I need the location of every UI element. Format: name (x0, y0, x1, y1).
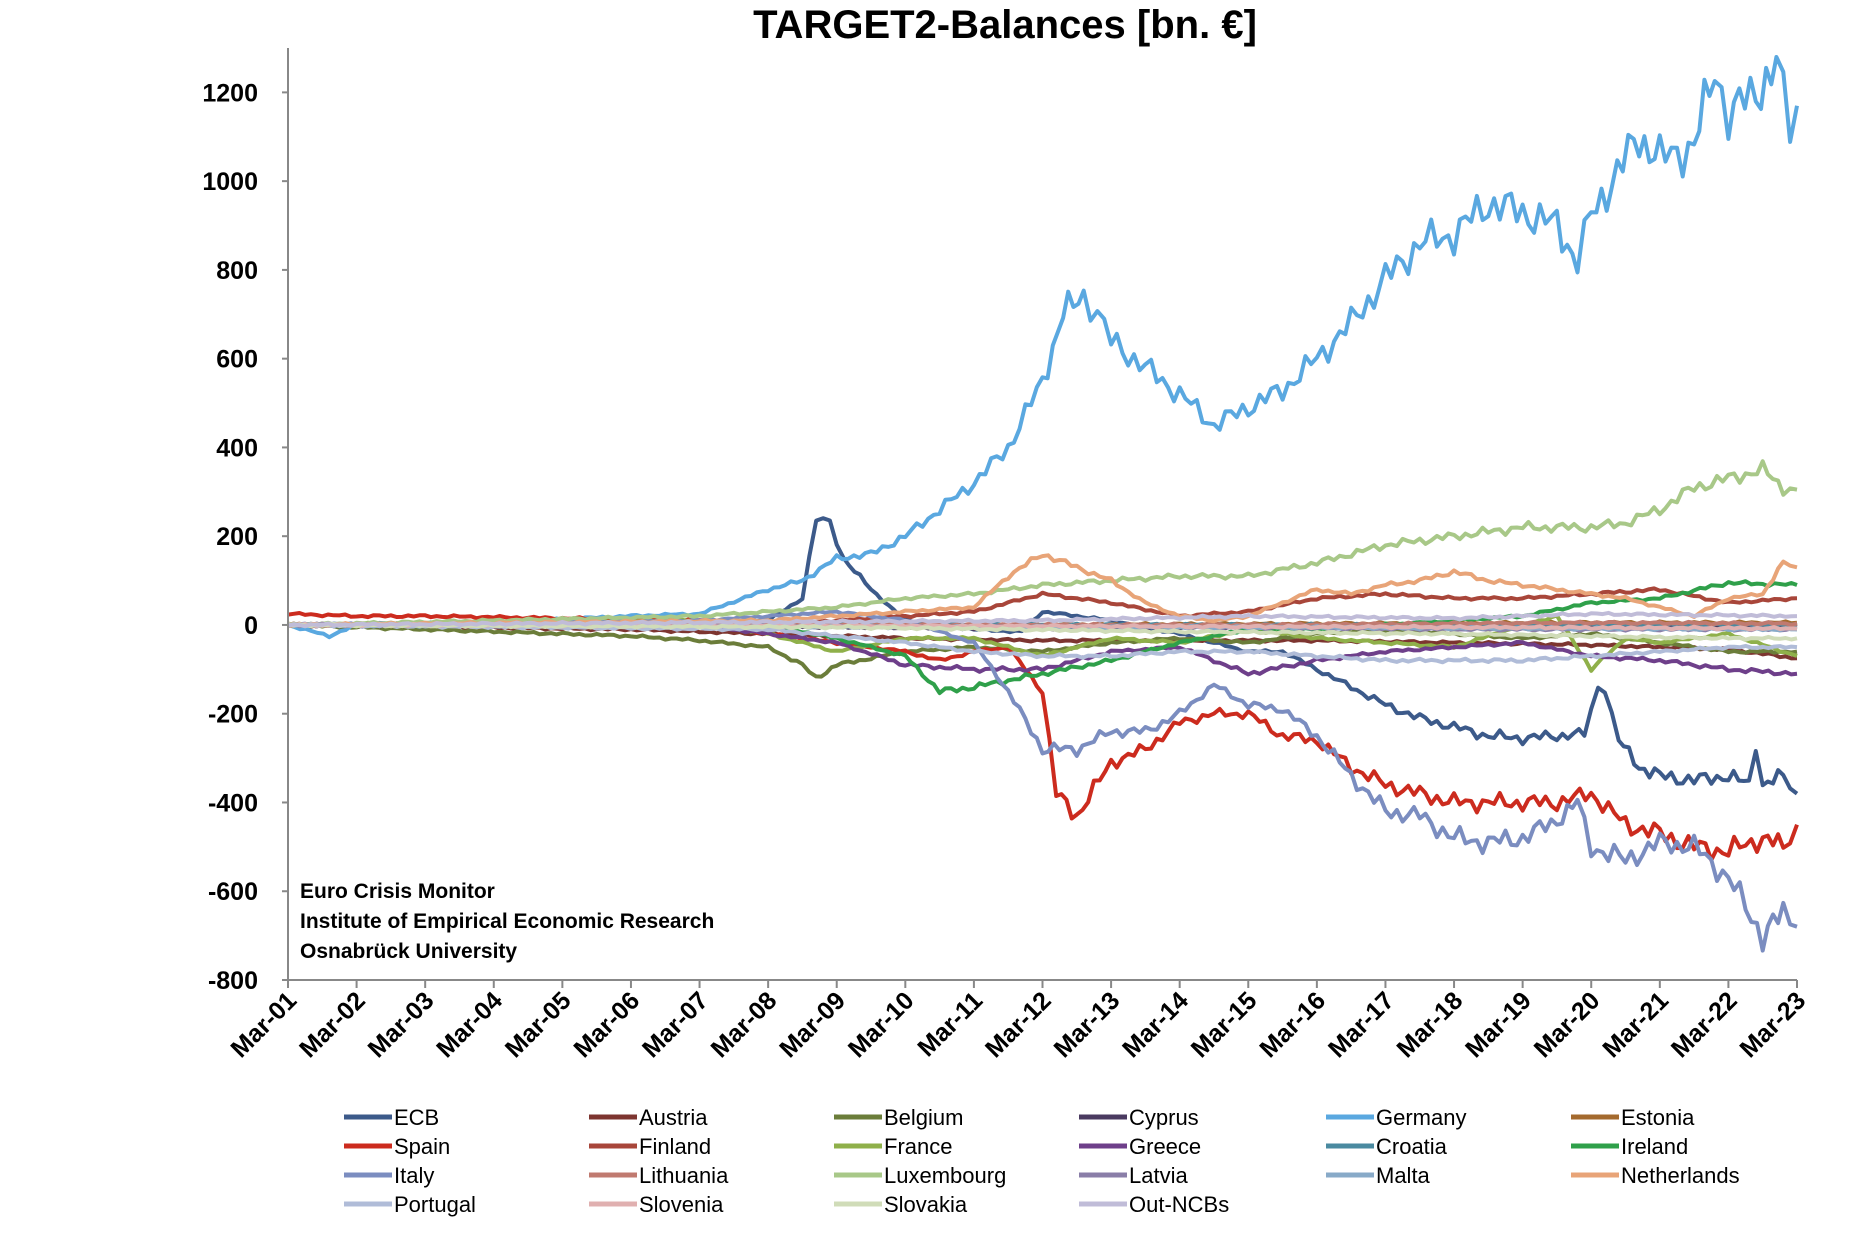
x-tick-label: Mar-06 (568, 986, 645, 1063)
x-tick-label: Mar-11 (912, 986, 988, 1062)
x-tick-label: Mar-03 (363, 986, 440, 1063)
legend-label: ECB (394, 1105, 439, 1130)
legend-label: Croatia (1376, 1134, 1448, 1159)
legend-item-france: France (834, 1134, 952, 1159)
legend-item-ireland: Ireland (1571, 1134, 1688, 1159)
series-layer (287, 55, 1799, 953)
legend-label: Slovenia (639, 1192, 724, 1217)
legend-label: Portugal (394, 1192, 476, 1217)
y-tick-labels: 1200 1000 800 600 400 200 0 -200 -400 -600 -800 (202, 79, 258, 995)
x-tick-label: Mar-19 (1460, 986, 1537, 1063)
series-line-luxembourg (287, 459, 1798, 628)
x-tick-label: Mar-22 (1666, 986, 1743, 1063)
x-tick-label: Mar-14 (1117, 986, 1194, 1063)
legend-item-ecb: ECB (344, 1105, 439, 1130)
legend-item-germany: Germany (1326, 1105, 1466, 1130)
legend-label: Italy (394, 1163, 434, 1188)
y-tick-label: -400 (208, 789, 258, 817)
x-tick-label: Mar-21 (1597, 986, 1674, 1063)
legend-item-netherlands: Netherlands (1571, 1163, 1740, 1188)
y-tick-label: 800 (216, 257, 258, 285)
legend-label: France (884, 1134, 952, 1159)
series-line-germany (287, 55, 1799, 640)
legend-item-lithuania: Lithuania (589, 1163, 729, 1188)
y-tick-label: 600 (216, 346, 258, 374)
x-tick-label: Mar-10 (843, 986, 920, 1063)
y-tick-label: 1200 (202, 79, 258, 107)
legend-label: Estonia (1621, 1105, 1695, 1130)
x-tick-label: Mar-12 (980, 986, 1057, 1063)
x-tick-label: Mar-23 (1734, 986, 1811, 1063)
legend-item-latvia: Latvia (1079, 1163, 1188, 1188)
legend-label: Netherlands (1621, 1163, 1740, 1188)
legend-item-belgium: Belgium (834, 1105, 963, 1130)
legend-label: Latvia (1129, 1163, 1188, 1188)
legend-item-out-ncbs: Out-NCBs (1079, 1192, 1229, 1217)
x-tick-label: Mar-09 (774, 986, 851, 1063)
legend-label: Slovakia (884, 1192, 968, 1217)
legend-item-austria: Austria (589, 1105, 708, 1130)
legend-label: Finland (639, 1134, 711, 1159)
legend-item-croatia: Croatia (1326, 1134, 1448, 1159)
legend-item-luxembourg: Luxembourg (834, 1163, 1006, 1188)
chart-title: TARGET2-Balances [bn. €] (753, 3, 1257, 47)
legend-label: Luxembourg (884, 1163, 1006, 1188)
x-tick-label: Mar-18 (1392, 986, 1469, 1063)
y-tick-label: -800 (208, 967, 258, 995)
x-tick-label: Mar-05 (500, 986, 577, 1063)
legend-label: Austria (639, 1105, 708, 1130)
legend-item-portugal: Portugal (344, 1192, 476, 1217)
x-tick-labels: Mar-01Mar-02Mar-03Mar-04Mar-05Mar-06Mar-… (225, 986, 1811, 1063)
legend-label: Lithuania (639, 1163, 729, 1188)
x-tick-label: Mar-20 (1529, 986, 1606, 1063)
legend-item-slovakia: Slovakia (834, 1192, 968, 1217)
x-tick-label: Mar-02 (294, 986, 371, 1063)
y-tick-label: 200 (216, 523, 258, 551)
y-tick-label: -600 (208, 878, 258, 906)
legend-label: Malta (1376, 1163, 1431, 1188)
legend: ECB Austria Belgium Cyprus Germany Estonia Spa… (344, 1105, 1740, 1217)
source-annotation: Euro Crisis Monitor Institute of Empirica… (300, 880, 714, 963)
legend-item-finland: Finland (589, 1134, 711, 1159)
series-line-italy (287, 609, 1798, 953)
annotation-line: Euro Crisis Monitor (300, 880, 495, 903)
legend-item-estonia: Estonia (1571, 1105, 1695, 1130)
series-line-out-ncbs (287, 610, 1798, 629)
legend-item-spain: Spain (344, 1134, 450, 1159)
axes-layer (282, 48, 1798, 988)
x-tick-label: Mar-04 (431, 986, 508, 1063)
x-tick-label: Mar-15 (1186, 986, 1263, 1063)
legend-label: Germany (1376, 1105, 1466, 1130)
annotation-line: Osnabrück University (300, 940, 517, 963)
x-tick-label: Mar-07 (637, 986, 714, 1063)
y-tick-label: -200 (208, 701, 258, 729)
y-tick-label: 400 (216, 434, 258, 462)
legend-item-italy: Italy (344, 1163, 434, 1188)
legend-label: Spain (394, 1134, 450, 1159)
legend-label: Greece (1129, 1134, 1201, 1159)
legend-label: Cyprus (1129, 1105, 1199, 1130)
x-tick-label: Mar-01 (225, 986, 302, 1063)
x-tick-label: Mar-17 (1323, 986, 1400, 1063)
legend-item-greece: Greece (1079, 1134, 1201, 1159)
legend-item-cyprus: Cyprus (1079, 1105, 1199, 1130)
x-tick-label: Mar-08 (706, 986, 783, 1063)
legend-label: Ireland (1621, 1134, 1688, 1159)
legend-label: Belgium (884, 1105, 963, 1130)
x-tick-label: Mar-16 (1254, 986, 1331, 1063)
annotation-line: Institute of Empirical Economic Research (300, 910, 714, 933)
legend-item-malta: Malta (1326, 1163, 1431, 1188)
y-tick-label: 0 (244, 612, 258, 640)
y-tick-label: 1000 (202, 168, 258, 196)
legend-label: Out-NCBs (1129, 1192, 1229, 1217)
x-tick-label: Mar-13 (1049, 986, 1126, 1063)
legend-item-slovenia: Slovenia (589, 1192, 724, 1217)
